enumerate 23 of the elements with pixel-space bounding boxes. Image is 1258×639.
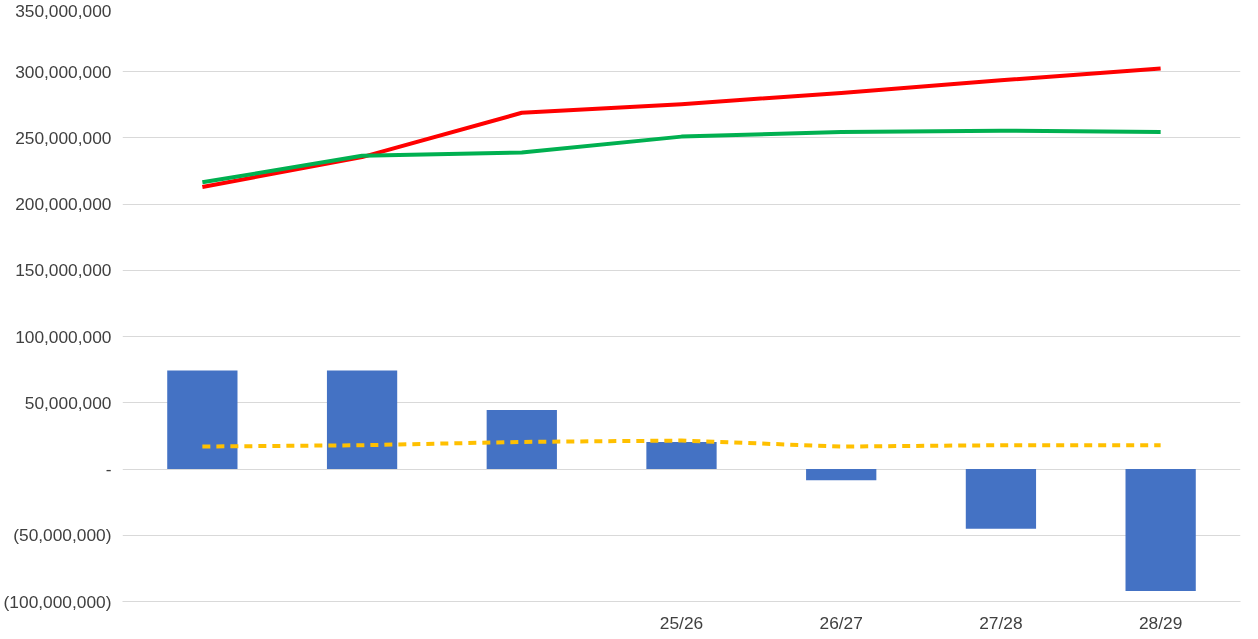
- x-tick-label: 27/28: [979, 612, 1023, 633]
- x-tick-label: 25/26: [659, 612, 704, 633]
- x-tick-label: 26/27: [819, 612, 863, 633]
- y-tick-label: 200,000,000: [15, 194, 112, 215]
- y-tick-label: (100,000,000): [3, 591, 112, 612]
- bar: [965, 469, 1037, 529]
- x-tick-label: 28/29: [1138, 612, 1183, 633]
- y-tick-label: 100,000,000: [15, 326, 112, 347]
- y-tick-label: 150,000,000: [15, 260, 112, 281]
- y-tick-label: (50,000,000): [13, 525, 112, 546]
- y-tick-label: 350,000,000: [15, 0, 112, 21]
- line-series: [200, 128, 1163, 185]
- y-tick-label: 50,000,000: [24, 392, 112, 413]
- y-tick-label: 300,000,000: [15, 61, 112, 82]
- bar: [167, 370, 238, 470]
- bar: [646, 441, 717, 470]
- bar: [486, 410, 557, 470]
- bar: [326, 370, 398, 470]
- y-tick-label: -: [105, 459, 112, 480]
- y-tick-label: 250,000,000: [15, 127, 112, 148]
- bar: [806, 469, 877, 481]
- bar: [1125, 469, 1196, 591]
- line-series: [200, 66, 1163, 189]
